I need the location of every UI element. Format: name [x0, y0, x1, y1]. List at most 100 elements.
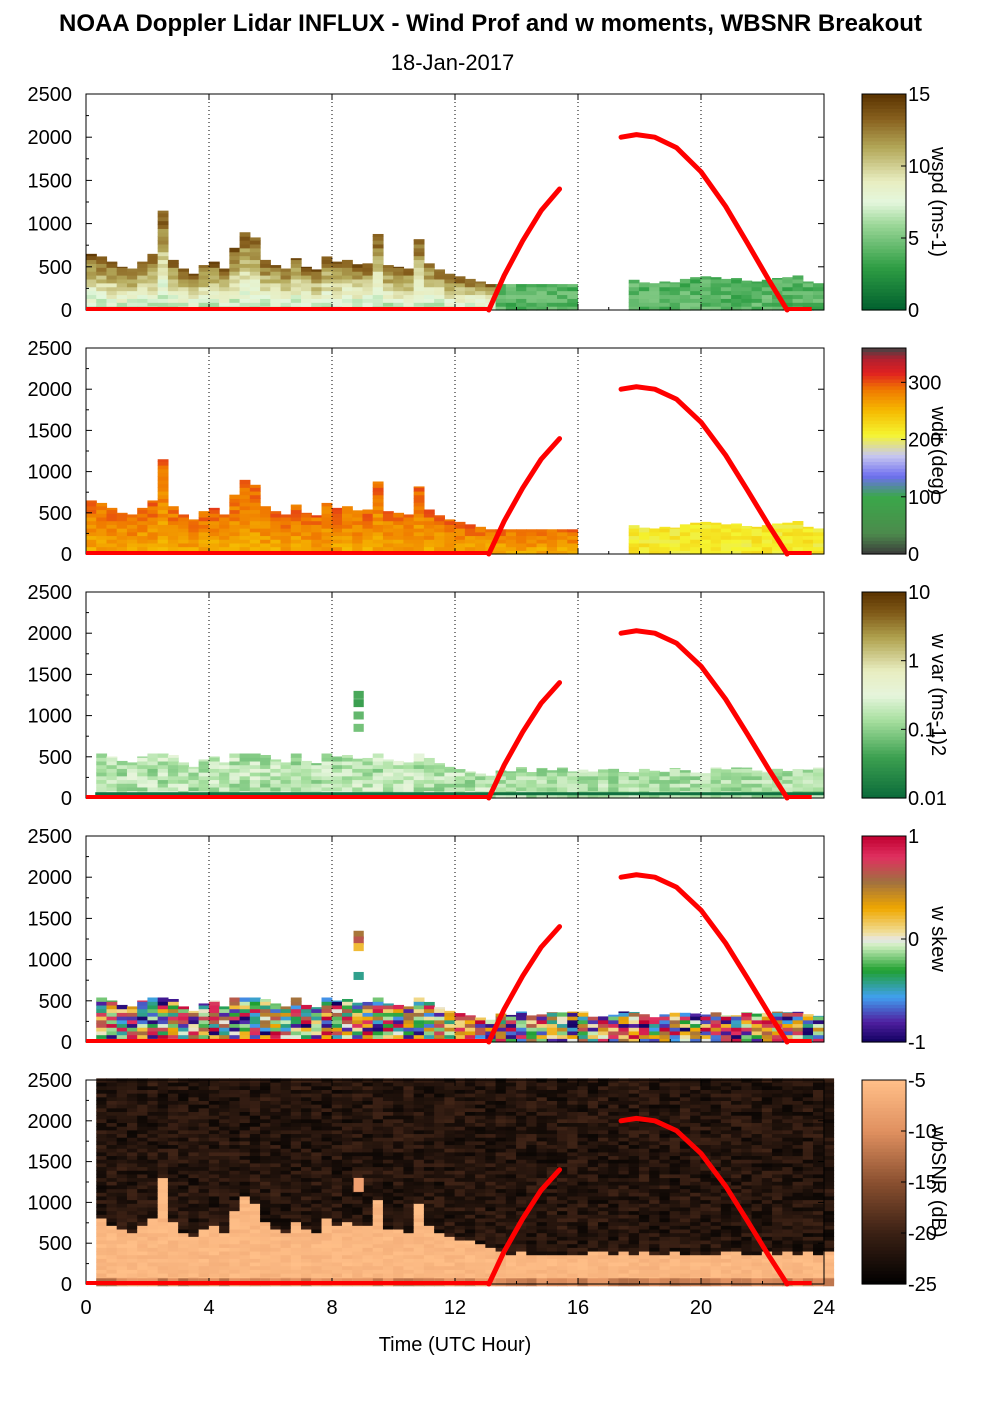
heatmap-cell	[188, 1199, 200, 1204]
heatmap-cell	[301, 1203, 312, 1208]
heatmap-cell	[331, 1104, 343, 1109]
heatmap-cell	[352, 286, 364, 292]
heatmap-cell	[413, 240, 425, 245]
heatmap-cell	[229, 1177, 241, 1182]
y-tick-label: 1500	[28, 664, 73, 686]
heatmap-cell	[321, 1137, 333, 1142]
heatmap-cell	[352, 1173, 364, 1179]
colorbar-tick-label: 300	[908, 372, 941, 394]
heatmap-cell	[341, 1239, 353, 1245]
heatmap-cell	[198, 1254, 210, 1259]
heatmap-cell	[167, 1133, 179, 1138]
heatmap-cell	[290, 278, 302, 284]
heatmap-cell	[167, 282, 179, 288]
heatmap-cell	[249, 528, 261, 533]
heatmap-cell	[423, 286, 435, 292]
heatmap-cell	[372, 1203, 384, 1208]
heatmap-cell	[147, 1126, 159, 1131]
heatmap-cell	[249, 1151, 261, 1157]
heatmap-cell	[311, 1107, 323, 1113]
heatmap-cell	[362, 1214, 374, 1219]
heatmap-cell	[331, 1004, 343, 1010]
colorbar-swatch	[862, 904, 906, 909]
heatmap-cell	[137, 275, 149, 280]
heatmap-cell	[751, 528, 763, 533]
heatmap-cell	[290, 757, 302, 762]
heatmap-cell	[557, 1023, 568, 1028]
heatmap-cell	[700, 794, 712, 799]
heatmap-cell	[116, 516, 128, 522]
heatmap-cell	[741, 531, 753, 537]
heatmap-cell	[403, 783, 415, 788]
heatmap-cell	[772, 1034, 783, 1039]
heatmap-cell	[526, 542, 538, 548]
heatmap-cell	[167, 1151, 179, 1157]
heatmap-cell	[321, 302, 333, 307]
heatmap-cell	[96, 1034, 108, 1039]
heatmap-cell	[321, 1004, 333, 1010]
heatmap-cell	[454, 786, 466, 792]
heatmap-cell	[362, 1115, 374, 1120]
heatmap-cell	[690, 1038, 701, 1043]
heatmap-cell	[147, 275, 159, 280]
heatmap-cell	[311, 1085, 323, 1090]
heatmap-cell	[372, 1148, 384, 1153]
heatmap-cell	[137, 1129, 149, 1135]
heatmap-cell	[372, 1085, 384, 1090]
heatmap-cell	[813, 535, 824, 540]
heatmap-cell	[260, 1133, 271, 1138]
heatmap-cell	[178, 1177, 189, 1182]
heatmap-cell	[720, 278, 732, 284]
heatmap-cell	[331, 275, 343, 280]
heatmap-cell	[229, 772, 241, 777]
heatmap-cell	[270, 1019, 282, 1025]
heatmap-cell	[464, 1030, 476, 1036]
heatmap-cell	[710, 1012, 722, 1017]
heatmap-cell	[157, 1023, 169, 1028]
heatmap-cell	[638, 1019, 650, 1025]
heatmap-cell	[382, 1250, 394, 1256]
heatmap-cell	[690, 278, 701, 284]
heatmap-cell	[464, 1016, 476, 1021]
heatmap-cell	[792, 528, 804, 533]
heatmap-cell	[608, 1014, 620, 1017]
heatmap-cell	[96, 1008, 108, 1013]
heatmap-cell	[382, 1225, 394, 1230]
heatmap-cell	[434, 775, 445, 781]
heatmap-cell	[669, 282, 681, 284]
heatmap-cell	[659, 526, 671, 529]
heatmap-cell	[464, 1019, 476, 1025]
y-tick-label: 1000	[28, 706, 73, 728]
heatmap-cell	[331, 271, 343, 276]
y-tick-label: 2500	[28, 826, 73, 848]
heatmap-cell	[290, 1236, 302, 1241]
heatmap-cell	[260, 768, 271, 773]
heatmap-cell	[352, 1203, 364, 1208]
heatmap-cell	[178, 1206, 189, 1212]
heatmap-cell	[116, 542, 128, 548]
heatmap-cell	[813, 1019, 824, 1025]
heatmap-cell	[700, 276, 712, 280]
heatmap-cell	[86, 531, 97, 537]
heatmap-cell	[137, 1089, 149, 1094]
heatmap-cell	[372, 1250, 384, 1256]
heatmap-cell	[321, 516, 333, 522]
heatmap-cell	[290, 542, 302, 548]
heatmap-cell	[382, 760, 394, 766]
heatmap-cell	[260, 1016, 271, 1021]
heatmap-cell	[331, 775, 343, 781]
heatmap-cell	[382, 1012, 394, 1017]
heatmap-cell	[178, 1085, 189, 1090]
heatmap-cell	[311, 1027, 323, 1032]
heatmap-cell	[341, 524, 353, 529]
heatmap-cell	[96, 1173, 108, 1179]
heatmap-cell	[208, 1177, 220, 1182]
heatmap-cell	[352, 1243, 364, 1248]
heatmap-cell	[126, 1261, 138, 1267]
heatmap-cell	[280, 1228, 292, 1234]
heatmap-cell	[516, 546, 527, 551]
heatmap-cell	[301, 1254, 312, 1259]
heatmap-cell	[413, 1023, 425, 1028]
heatmap-cell	[280, 294, 292, 299]
heatmap-cell	[464, 531, 476, 537]
